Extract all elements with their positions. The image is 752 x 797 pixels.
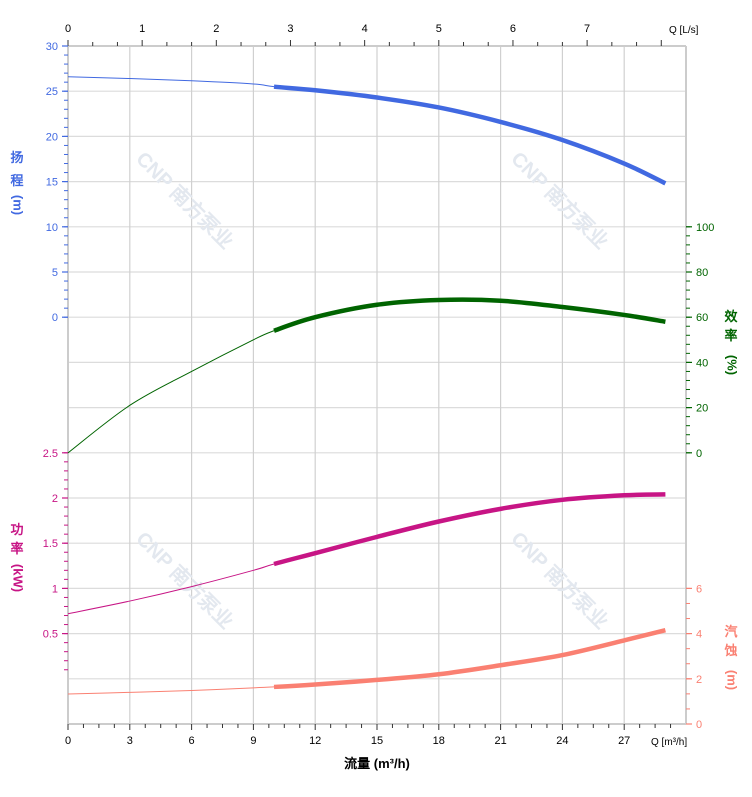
y-tick-label: 2 [696, 674, 702, 686]
grid [67, 45, 687, 725]
curve-thin-2 [67, 563, 275, 615]
x-tick-label: 18 [433, 735, 445, 747]
top-axis-unit: Q [L/s] [669, 25, 699, 36]
curve-thin-1 [67, 330, 275, 454]
watermark-logo: CNP 南方泵业 [131, 147, 238, 254]
x-axis-title: 流量 (m³/h) [344, 756, 410, 771]
y-tick-label: 0 [52, 312, 58, 324]
y-tick-label: 5 [52, 267, 58, 279]
watermark-logo: CNP 南方泵业 [506, 147, 613, 254]
top-tick-label: 1 [139, 23, 145, 35]
top-tick-label: 6 [510, 23, 516, 35]
top-tick-label: 5 [436, 23, 442, 35]
top-tick-label: 3 [287, 23, 293, 35]
x-tick-label: 3 [127, 735, 133, 747]
y-axis-title-3: 汽 [724, 624, 737, 639]
y-axis-title-2: 功 [10, 522, 23, 537]
x-tick-label: 24 [556, 735, 568, 747]
top-tick-label: 2 [213, 23, 219, 35]
y-tick-label: 100 [696, 222, 714, 234]
watermarks: CNP 南方泵业 CNP 南方泵业 CNP 南方泵业 CNP 南方泵业 [131, 147, 613, 634]
y-tick-label: 80 [696, 267, 708, 279]
y-tick-label: 6 [696, 583, 702, 595]
y-axis-title-2: 率 [10, 541, 23, 556]
y-tick-label: 1 [52, 583, 58, 595]
y-axis-title-1: 效 [724, 309, 738, 324]
y-axis-title-0: 扬 [10, 150, 23, 165]
curve-operating-2 [273, 492, 666, 567]
y-axis-title-1: 率 [724, 328, 737, 343]
top-tick-label: 7 [584, 23, 590, 35]
x-tick-label: 27 [618, 735, 630, 747]
x-tick-label: 21 [494, 735, 506, 747]
y-tick-label: 30 [46, 41, 58, 53]
x-tick-label: 9 [250, 735, 256, 747]
x-tick-label: 12 [309, 735, 321, 747]
watermark-logo: CNP 南方泵业 [506, 527, 613, 634]
y-axis-title-0: (m) [11, 195, 26, 215]
top-tick-label: 4 [362, 23, 368, 35]
curve-thin-3 [67, 686, 275, 695]
y-tick-label: 10 [46, 222, 58, 234]
curve-thin-0 [67, 76, 275, 88]
curve-operating-3 [273, 628, 666, 690]
y-axis-title-0: 程 [10, 173, 23, 188]
y-tick-label: 20 [46, 131, 58, 143]
y-tick-label: 15 [46, 177, 58, 189]
y-axis-title-1: (%) [725, 355, 740, 375]
y-tick-label: 0 [696, 448, 702, 460]
y-tick-label: 60 [696, 312, 708, 324]
curves [67, 76, 667, 695]
y-tick-label: 0.5 [43, 629, 58, 641]
x-tick-label: 6 [189, 735, 195, 747]
curve-operating-1 [273, 297, 666, 333]
axes: 0 3 6 9 12 15 18 21 24 270 1 2 3 4 5 6 7051015202530扬程(m… [10, 23, 739, 747]
x-tick-label: 15 [371, 735, 383, 747]
y-axis-title-2: (kW) [11, 564, 26, 592]
x-tick-label: 0 [65, 735, 71, 747]
y-tick-label: 20 [696, 403, 708, 415]
y-axis-title-3: (m) [725, 670, 740, 690]
x-axis-unit: Q [m³/h] [651, 737, 687, 748]
y-tick-label: 1.5 [43, 538, 58, 550]
y-tick-label: 25 [46, 86, 58, 98]
y-tick-label: 4 [696, 629, 702, 641]
watermark-logo: CNP 南方泵业 [131, 527, 238, 634]
top-tick-label: 0 [65, 23, 71, 35]
curve-operating-0 [273, 84, 667, 186]
y-axis-title-3: 蚀 [723, 643, 737, 658]
y-tick-label: 2.5 [43, 448, 58, 460]
y-tick-label: 40 [696, 357, 708, 369]
y-tick-label: 0 [696, 719, 702, 731]
y-tick-label: 2 [52, 493, 58, 505]
